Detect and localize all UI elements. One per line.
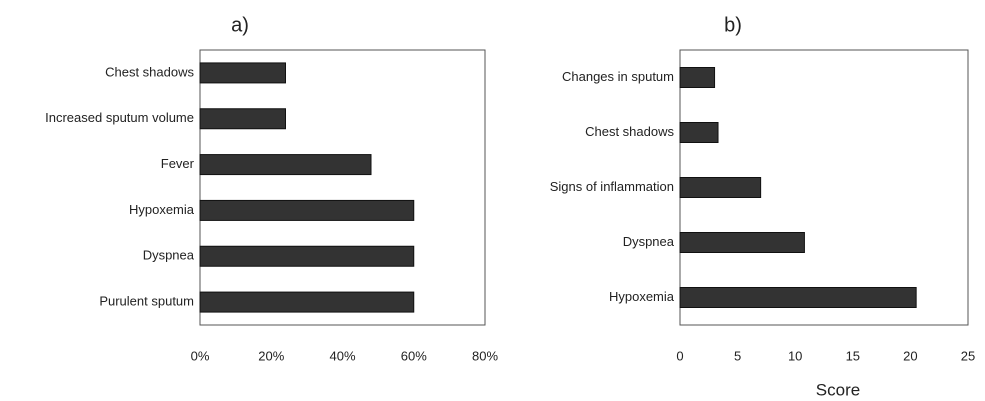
bar xyxy=(199,291,415,313)
x-axis-label: Score xyxy=(816,380,860,399)
bar xyxy=(679,232,805,253)
y-tick-label: Increased sputum volume xyxy=(45,110,194,125)
y-tick-label: Signs of inflammation xyxy=(550,179,674,194)
y-tick-label: Dyspnea xyxy=(143,248,195,263)
x-tick-label: 0 xyxy=(676,348,683,363)
bar xyxy=(199,108,286,130)
bar xyxy=(199,245,415,267)
bar xyxy=(679,287,917,308)
y-tick-label: Chest shadows xyxy=(105,64,194,79)
x-tick-label: 60% xyxy=(401,348,427,363)
bar xyxy=(679,122,719,143)
bar xyxy=(679,177,762,198)
bar xyxy=(199,199,415,221)
bar xyxy=(199,154,372,176)
y-tick-label: Hypoxemia xyxy=(609,289,675,304)
x-tick-label: 40% xyxy=(329,348,355,363)
x-tick-label: 5 xyxy=(734,348,741,363)
x-tick-label: 15 xyxy=(846,348,860,363)
chart-title: a) xyxy=(231,14,249,36)
x-tick-label: 80% xyxy=(472,348,498,363)
y-tick-label: Purulent sputum xyxy=(99,294,194,309)
plot-frame xyxy=(199,49,486,326)
chart-title: b) xyxy=(724,14,742,36)
x-tick-label: 0% xyxy=(191,348,210,363)
y-tick-label: Changes in sputum xyxy=(562,69,674,84)
y-tick-label: Dyspnea xyxy=(623,234,675,249)
y-tick-label: Hypoxemia xyxy=(129,202,195,217)
bar xyxy=(679,67,716,88)
bar xyxy=(199,62,286,84)
x-tick-label: 25 xyxy=(961,348,975,363)
y-tick-label: Chest shadows xyxy=(585,124,674,139)
y-tick-label: Fever xyxy=(161,156,195,171)
x-tick-label: 10 xyxy=(788,348,802,363)
x-tick-label: 20% xyxy=(258,348,284,363)
x-tick-label: 20 xyxy=(903,348,917,363)
